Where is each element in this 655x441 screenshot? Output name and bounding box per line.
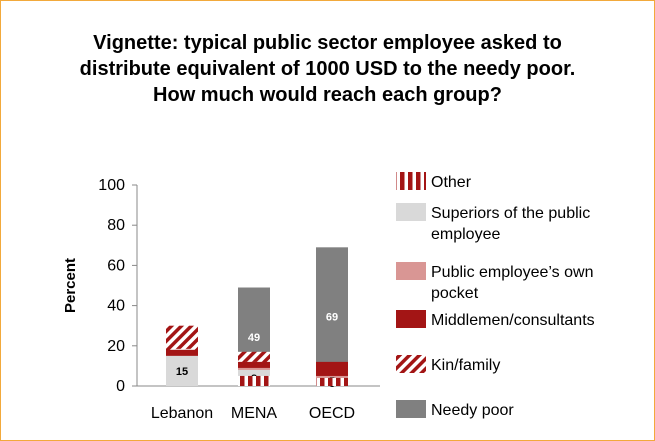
bar-segment bbox=[238, 375, 270, 386]
y-tick-label: 0 bbox=[116, 378, 125, 395]
legend-label: Superiors of the public employee bbox=[431, 205, 590, 243]
legend-swatch bbox=[396, 355, 426, 373]
x-tick-label: OECD bbox=[309, 405, 355, 422]
x-tick-label: Lebanon bbox=[151, 405, 213, 422]
bar-segment bbox=[166, 355, 198, 386]
y-tick-label: 20 bbox=[107, 338, 125, 355]
legend-swatch bbox=[396, 310, 426, 328]
y-tick-label: 80 bbox=[107, 217, 125, 234]
data-label: 69 bbox=[326, 312, 338, 324]
legend-label: Needy poor bbox=[431, 402, 514, 419]
legend-swatch bbox=[396, 203, 426, 221]
legend-label: Other bbox=[431, 174, 472, 191]
data-label: 15 bbox=[176, 366, 188, 378]
legend-label: Middlemen/consultants bbox=[431, 312, 595, 329]
data-label: 49 bbox=[248, 332, 260, 344]
bar-segment bbox=[316, 377, 348, 386]
legend-label: Kin/family bbox=[431, 357, 500, 374]
y-tick-label: 60 bbox=[107, 257, 125, 274]
y-tick-label: 40 bbox=[107, 298, 125, 315]
legend-swatch bbox=[396, 262, 426, 280]
x-tick-label: MENA bbox=[231, 405, 278, 422]
legend-label: Public employee’s own pocket bbox=[431, 264, 593, 302]
y-tick-label: 100 bbox=[98, 177, 125, 194]
chart-title: Vignette: typical public sector employee… bbox=[79, 32, 576, 106]
y-axis-label: Percent bbox=[62, 258, 79, 313]
legend-swatch bbox=[396, 172, 426, 190]
legend-swatch bbox=[396, 400, 426, 418]
